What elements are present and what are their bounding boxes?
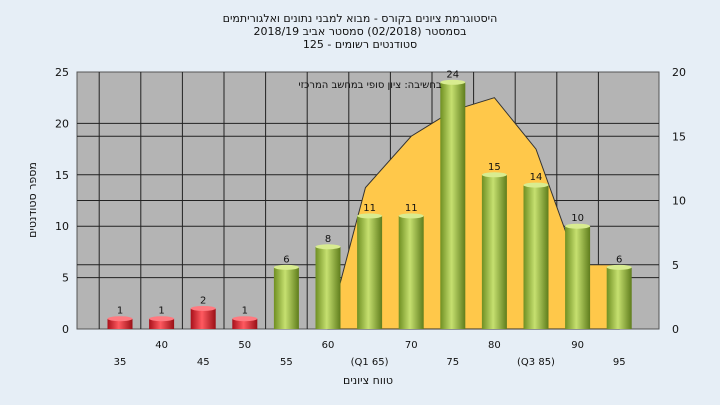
y-tick-label: 5 bbox=[62, 272, 69, 285]
x-tick-label: (Q1 65) bbox=[351, 357, 389, 368]
bar bbox=[190, 308, 216, 329]
bar-value-label: 11 bbox=[405, 203, 418, 214]
bar-value-label: 10 bbox=[571, 213, 584, 224]
bar-top bbox=[606, 264, 632, 270]
x-tick-label: 90 bbox=[571, 340, 584, 351]
bar-top bbox=[523, 182, 549, 188]
y2-tick-label: 5 bbox=[672, 259, 679, 272]
y2-tick-label: 10 bbox=[672, 195, 686, 208]
bar-top bbox=[565, 223, 591, 229]
x-tick-label: (Q3 85) bbox=[517, 357, 555, 368]
bar-value-label: 1 bbox=[242, 306, 248, 317]
bar bbox=[357, 215, 383, 329]
bar-value-label: 11 bbox=[363, 203, 376, 214]
bar-top bbox=[107, 316, 133, 322]
y-tick-label: 15 bbox=[55, 169, 69, 182]
chart-title-line-3: סטודנטים רשומים - 125 bbox=[303, 38, 417, 51]
bar bbox=[523, 185, 549, 329]
chart-title-line-2: בסמסטר (02/2018) סמסטר אביב 2018/19 bbox=[253, 25, 466, 38]
bar bbox=[565, 226, 591, 329]
bar-top bbox=[440, 79, 466, 85]
bar bbox=[149, 318, 175, 329]
y-tick-label: 10 bbox=[55, 220, 69, 233]
bar bbox=[481, 174, 507, 329]
x-tick-label: 55 bbox=[280, 357, 293, 368]
x-axis-title: טווח ציונים bbox=[343, 374, 393, 387]
bar-top bbox=[232, 316, 258, 322]
bar bbox=[440, 82, 466, 329]
bar bbox=[107, 318, 133, 329]
y-tick-label: 20 bbox=[55, 117, 69, 130]
bar-top bbox=[481, 172, 507, 178]
bar-value-label: 6 bbox=[616, 254, 622, 265]
bar-value-label: 1 bbox=[117, 306, 123, 317]
x-tick-label: 75 bbox=[446, 357, 459, 368]
bar-top bbox=[398, 213, 424, 219]
bar-top bbox=[273, 264, 299, 270]
bar bbox=[273, 267, 299, 329]
y-axis-right: 0 5 10 15 20 bbox=[672, 66, 686, 336]
bar-value-label: 6 bbox=[283, 254, 289, 265]
bar bbox=[232, 318, 258, 329]
x-tick-label: 70 bbox=[405, 340, 418, 351]
bar-value-label: 14 bbox=[530, 172, 543, 183]
bar-value-label: 1 bbox=[158, 306, 164, 317]
bar bbox=[315, 246, 341, 329]
x-tick-label: 50 bbox=[238, 340, 251, 351]
x-tick-label: 60 bbox=[322, 340, 335, 351]
bar-series bbox=[107, 79, 632, 329]
x-tick-label: 40 bbox=[155, 340, 168, 351]
chart-annotation: בחשיבה: ציון סופי במחשב המרכזי bbox=[298, 80, 441, 91]
x-tick-label: 80 bbox=[488, 340, 501, 351]
y-tick-label: 25 bbox=[55, 66, 69, 79]
chart-title-line-1: היסטוגרמת ציונים בקורס - מבוא למבני נתונ… bbox=[223, 12, 498, 25]
x-tick-label: 95 bbox=[613, 357, 626, 368]
bar-value-label: 15 bbox=[488, 162, 501, 173]
bar-value-label: 2 bbox=[200, 295, 206, 306]
y2-tick-label: 15 bbox=[672, 130, 686, 143]
x-tick-label: 45 bbox=[197, 357, 210, 368]
y-axis-left: 0 5 10 15 20 25 bbox=[55, 66, 69, 336]
y2-tick-label: 0 bbox=[672, 323, 679, 336]
bar bbox=[398, 215, 424, 329]
bar-value-label: 8 bbox=[325, 234, 331, 245]
bar-top bbox=[190, 305, 216, 311]
bar-top bbox=[315, 244, 341, 250]
bar-value-label: 24 bbox=[446, 69, 459, 80]
bar-top bbox=[357, 213, 383, 219]
x-axis: 35 40 45 50 55 60 (Q1 65) 70 75 80 (Q3 85) 90 95 bbox=[114, 340, 626, 368]
bar-top bbox=[149, 316, 175, 322]
y2-tick-label: 20 bbox=[672, 66, 686, 79]
bar bbox=[606, 267, 632, 329]
x-tick-label: 35 bbox=[114, 357, 127, 368]
y-tick-label: 0 bbox=[62, 323, 69, 336]
y-axis-title: מספר סטודנטים bbox=[26, 162, 39, 238]
